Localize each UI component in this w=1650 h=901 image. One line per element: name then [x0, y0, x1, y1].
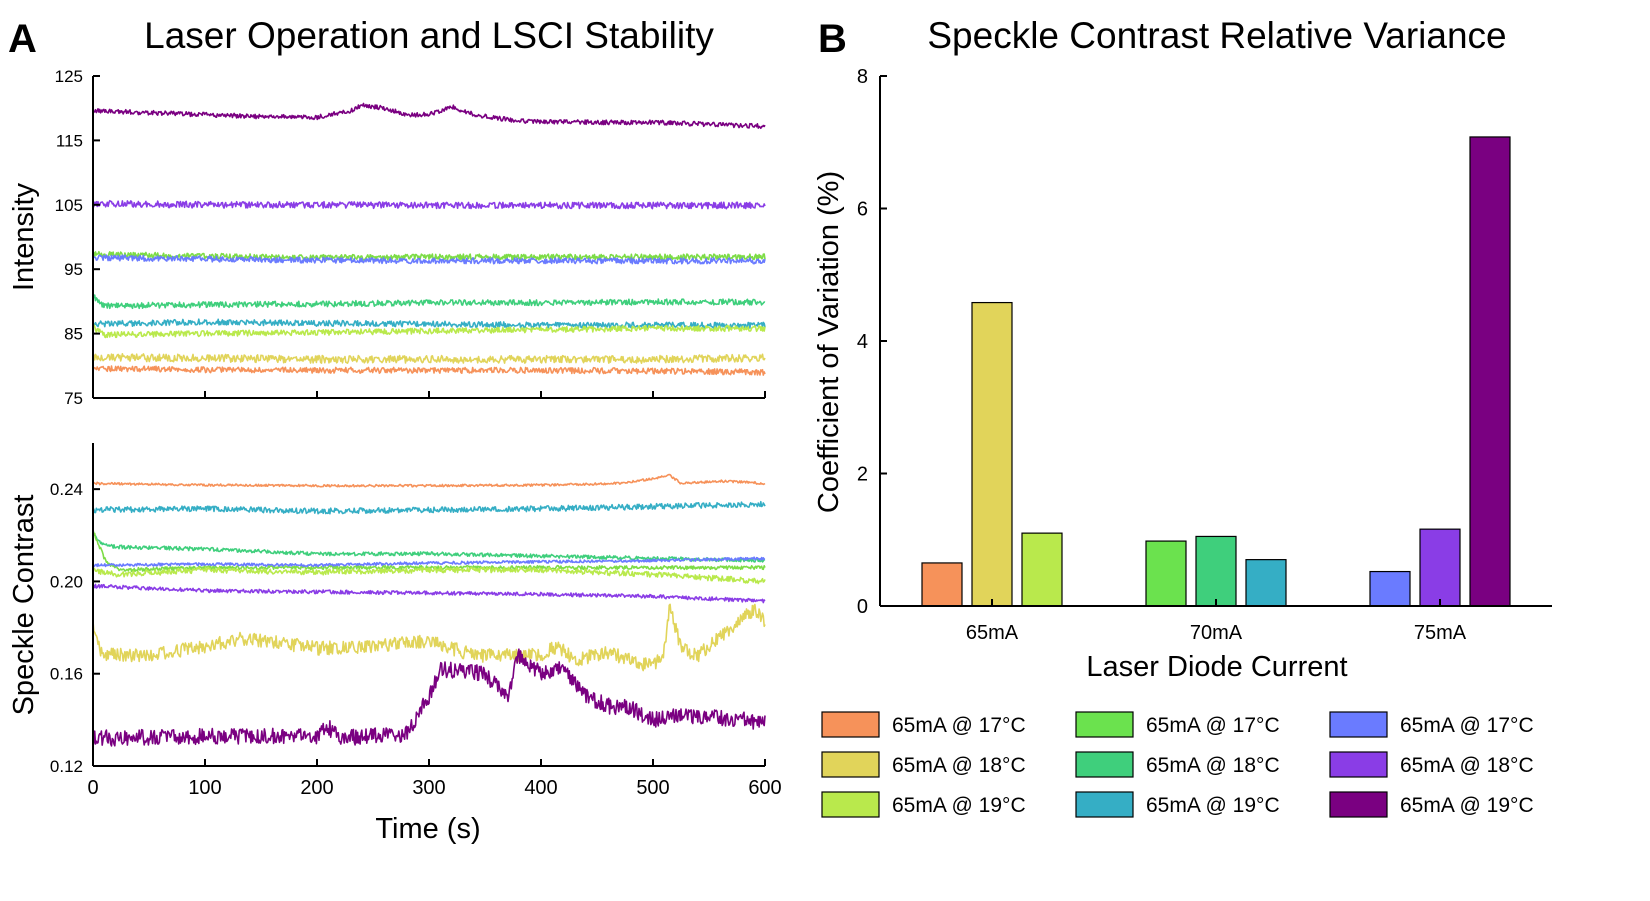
current-xlabel: Laser Diode Current: [1086, 651, 1347, 683]
speckle-xtick-label: 100: [188, 777, 221, 799]
intensity-series-9: [92, 365, 766, 376]
cv-ytick-label: 4: [857, 331, 868, 353]
cv-ytick-label: 2: [857, 464, 868, 486]
cv-ytick-label: 0: [857, 596, 868, 618]
legend-label-7: 65mA @ 17°C: [1400, 714, 1534, 737]
legend-swatch-4: [1075, 711, 1134, 738]
legend-label-5: 65mA @ 18°C: [1146, 754, 1280, 777]
speckle-ytick-label: 0.24: [50, 480, 83, 499]
bar-75mA-3: [1469, 136, 1511, 607]
cv-ylabel: Coefficient of Variation (%): [813, 171, 845, 513]
speckle-series-2: [92, 500, 766, 515]
legend-label-3: 65mA @ 19°C: [892, 794, 1026, 817]
legend-label-2: 65mA @ 18°C: [892, 754, 1026, 777]
intensity-plot: 75 85 95 105 115 125: [55, 67, 766, 408]
legend-label-6: 65mA @ 19°C: [1146, 794, 1280, 817]
panel-b-title: Speckle Contrast Relative Variance: [927, 15, 1506, 56]
intensity-ytick-label: 105: [55, 196, 83, 215]
legend-swatch-8: [1329, 751, 1388, 778]
intensity-series-5: [92, 293, 766, 310]
legend-swatch-3: [821, 791, 880, 818]
speckle-series-8: [92, 603, 766, 672]
intensity-ytick-label: 125: [55, 67, 83, 86]
bar-70mA-2: [1195, 535, 1237, 607]
speckle-series-9: [92, 648, 766, 747]
legend-swatch-7: [1329, 711, 1388, 738]
bar-70mA-3: [1245, 559, 1287, 607]
speckle-contrast-ylabel: Speckle Contrast: [8, 495, 40, 716]
panel-a-letter: A: [8, 17, 37, 61]
intensity-ytick-label: 95: [64, 260, 83, 279]
speckle-xtick-label: 500: [636, 777, 669, 799]
intensity-series-2: [92, 199, 766, 210]
bar-75mA-2: [1419, 528, 1461, 607]
speckle-ytick-label: 0.16: [50, 665, 83, 684]
cv-bar-chart: 0 2 4 6 8 65mA 70mA 75mA: [857, 66, 1552, 644]
speckle-xtick-label: 400: [524, 777, 557, 799]
cv-ytick-label: 6: [857, 199, 868, 221]
speckle-series-3: [92, 531, 766, 563]
intensity-series-8: [92, 353, 766, 364]
speckle-xtick-label: 600: [748, 777, 781, 799]
speckle-ytick-label: 0.12: [50, 757, 83, 776]
speckle-ytick-label: 0.20: [50, 572, 83, 591]
legend-swatch-9: [1329, 791, 1388, 818]
bar-65mA-2: [971, 301, 1013, 607]
speckle-series-7: [92, 583, 766, 604]
speckle-contrast-plot: 0.12 0.16 0.20 0.24 0 100 200 300 400 500 600: [50, 443, 782, 799]
intensity-series-7: [92, 323, 766, 339]
legend-label-9: 65mA @ 19°C: [1400, 794, 1534, 817]
bar-75mA-1: [1369, 570, 1411, 607]
cv-xtick-label: 65mA: [966, 622, 1019, 644]
legend-swatch-6: [1075, 791, 1134, 818]
intensity-series-4: [92, 254, 766, 265]
speckle-series-6: [92, 566, 766, 585]
intensity-ylabel: Intensity: [8, 183, 40, 291]
intensity-series-1: [92, 102, 766, 130]
speckle-xtick-label: 200: [300, 777, 333, 799]
speckle-series-1: [92, 473, 766, 488]
time-xlabel: Time (s): [375, 813, 480, 845]
legend-label-4: 65mA @ 17°C: [1146, 714, 1280, 737]
intensity-ytick-label: 85: [64, 325, 83, 344]
intensity-series-3: [93, 250, 766, 261]
legend-swatch-2: [821, 751, 880, 778]
cv-xtick-label: 75mA: [1414, 622, 1467, 644]
panel-a-title: Laser Operation and LSCI Stability: [144, 15, 714, 56]
bar-70mA-1: [1145, 540, 1187, 607]
legend-label-8: 65mA @ 18°C: [1400, 754, 1534, 777]
bar-65mA-3: [1021, 532, 1063, 607]
intensity-ytick-label: 75: [64, 389, 83, 408]
speckle-xtick-label: 0: [87, 777, 98, 799]
legend-swatch-5: [1075, 751, 1134, 778]
speckle-series-5: [92, 556, 766, 568]
bar-65mA-1: [921, 562, 963, 607]
cv-xtick-label: 70mA: [1190, 622, 1243, 644]
legend-swatch-1: [821, 711, 880, 738]
cv-ytick-label: 8: [857, 66, 868, 88]
panel-b-letter: B: [818, 17, 847, 61]
speckle-xtick-label: 300: [412, 777, 445, 799]
legend-label-1: 65mA @ 17°C: [892, 714, 1026, 737]
legend: 65mA @ 17°C 65mA @ 18°C 65mA @ 19°C 65mA @ …: [821, 711, 1534, 818]
intensity-ytick-label: 115: [56, 131, 83, 150]
